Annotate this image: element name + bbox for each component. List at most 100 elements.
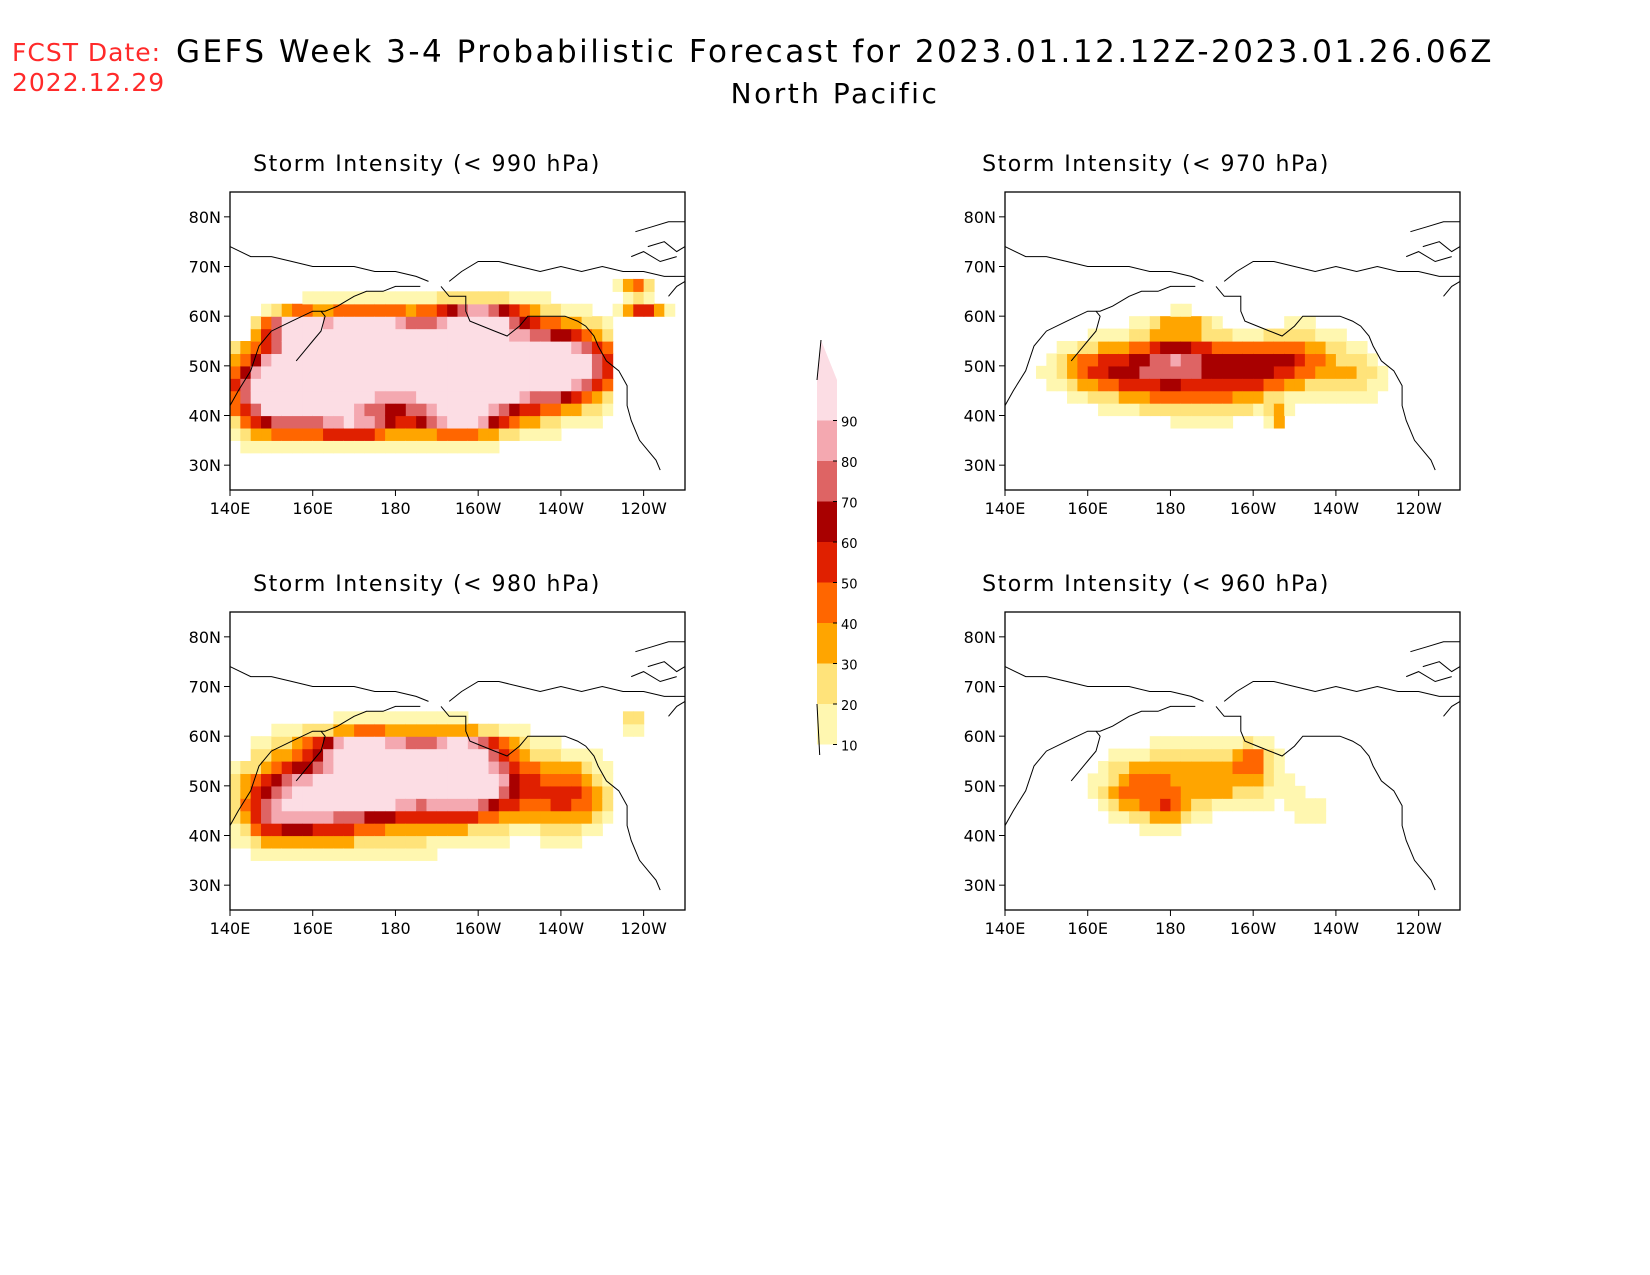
probability-cell <box>1222 773 1234 787</box>
probability-cell <box>240 403 252 417</box>
probability-cell <box>581 316 593 330</box>
coastline <box>668 280 686 297</box>
probability-cell <box>385 736 397 750</box>
probability-cell <box>1087 341 1099 355</box>
probability-cell <box>571 353 583 367</box>
probability-cell <box>374 390 386 404</box>
probability-cell <box>1232 748 1244 762</box>
probability-cell <box>271 353 283 367</box>
probability-cell <box>292 341 303 355</box>
probability-cell <box>1139 328 1151 342</box>
probability-cell <box>560 303 572 317</box>
probability-cell <box>374 773 386 787</box>
probability-cell <box>457 748 469 762</box>
probability-cell <box>250 427 262 441</box>
probability-cell <box>1273 341 1285 355</box>
probability-cell <box>436 341 448 355</box>
probability-cell <box>354 823 366 837</box>
probability-cell <box>426 427 438 441</box>
probability-cell <box>1335 353 1347 367</box>
probability-cell <box>323 835 335 849</box>
probability-cell <box>488 378 500 392</box>
colorbar-tick-label: 40 <box>841 618 858 633</box>
probability-cell <box>281 353 293 367</box>
map-frame <box>1004 191 1461 491</box>
probability-cell <box>581 785 593 799</box>
probability-cell <box>354 748 366 762</box>
probability-cell <box>436 303 448 317</box>
probability-cell <box>416 773 428 787</box>
probability-cell <box>343 810 355 824</box>
probability-cell <box>550 427 562 441</box>
colorbar-tick-label: 90 <box>841 416 858 431</box>
probability-cell <box>1201 798 1213 812</box>
probability-cell <box>292 761 303 775</box>
probability-cell <box>1180 403 1192 417</box>
probability-cell <box>385 748 397 762</box>
probability-cell <box>1242 353 1254 367</box>
probability-cell <box>550 785 562 799</box>
probability-cell <box>1304 798 1316 812</box>
probability-cell <box>374 415 386 429</box>
probability-cell <box>405 353 417 367</box>
probability-cell <box>374 798 386 812</box>
probability-cell <box>498 810 510 824</box>
probability-cell <box>1284 390 1296 404</box>
probability-cell <box>416 711 428 725</box>
probability-cell <box>426 761 438 775</box>
probability-cell <box>354 736 366 750</box>
probability-cell <box>1201 341 1213 355</box>
coastline <box>229 705 421 826</box>
probability-cell <box>612 303 624 317</box>
probability-cell <box>581 415 593 429</box>
probability-cell <box>343 798 355 812</box>
probability-cell <box>261 835 272 849</box>
probability-cell <box>560 748 572 762</box>
probability-cell <box>1108 761 1120 775</box>
probability-cell <box>426 711 438 725</box>
probability-cell <box>540 810 552 824</box>
probability-cell <box>519 303 531 317</box>
map-panel-970: 80N 70N 60N 50N 40N 30N 140E 160E 180 160W 140W 120… <box>964 191 1461 518</box>
probability-cell <box>467 353 479 367</box>
probability-cell <box>1180 785 1192 799</box>
coastlines <box>229 641 686 891</box>
probability-cell <box>261 748 272 762</box>
probability-cell <box>488 403 500 417</box>
probability-cell <box>312 415 324 429</box>
probability-cell <box>1098 365 1110 379</box>
probability-cell <box>302 823 314 837</box>
probability-cell <box>354 427 366 441</box>
lat-tick-label: 60N <box>189 307 221 326</box>
panel-title-980: Storm Intensity (< 980 hPa) <box>253 572 601 597</box>
probability-cell <box>374 365 386 379</box>
lon-tick-label: 160W <box>455 919 502 938</box>
probability-cell <box>550 378 562 392</box>
probability-cell <box>488 328 500 342</box>
probability-cell <box>1098 761 1110 775</box>
probability-cell <box>1273 353 1285 367</box>
colorbar-swatch <box>817 623 837 664</box>
probability-cell <box>602 798 614 812</box>
probability-cell <box>519 736 531 750</box>
probability-cell <box>1149 785 1161 799</box>
probability-cell <box>1356 341 1368 355</box>
probability-cell <box>519 378 531 392</box>
probability-cell <box>312 390 324 404</box>
probability-cell <box>271 823 283 837</box>
probability-cell <box>333 365 345 379</box>
probability-cell <box>385 823 397 837</box>
probability-cell <box>529 823 541 837</box>
colorbar-swatch <box>817 420 837 461</box>
colorbar-swatch <box>817 380 837 421</box>
probability-cell <box>1242 328 1254 342</box>
probability-cell <box>457 403 469 417</box>
probability-cell <box>1315 341 1327 355</box>
probability-cell <box>354 403 366 417</box>
probability-cell <box>633 291 645 305</box>
probability-cell <box>426 785 438 799</box>
probability-cell <box>364 761 376 775</box>
probability-cell <box>550 835 562 849</box>
probability-cell <box>323 440 335 454</box>
probability-cell <box>416 390 428 404</box>
